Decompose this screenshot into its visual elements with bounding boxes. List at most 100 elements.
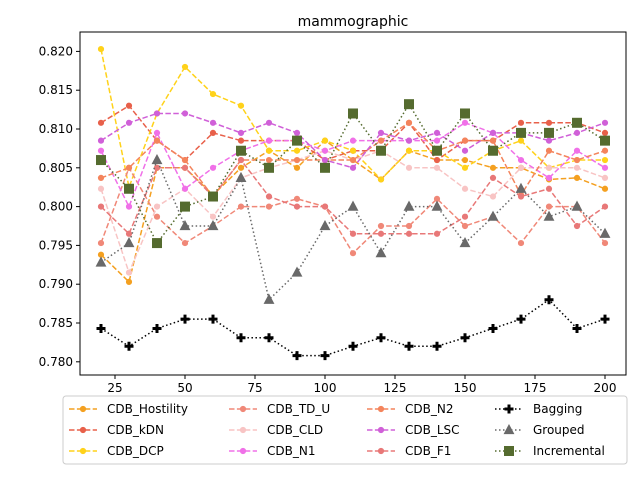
data-point-cdb-dcp xyxy=(237,102,245,109)
data-point-bagging xyxy=(348,341,358,351)
data-point-cdb-kdn xyxy=(97,119,105,126)
data-point-cdb-n1 xyxy=(209,164,217,171)
data-point-cdb-n2 xyxy=(461,137,469,144)
data-point-cdb-lsc xyxy=(265,119,273,126)
legend-label: CDB_TD_U xyxy=(267,402,330,416)
x-tick-label: 100 xyxy=(314,381,337,395)
data-point-bagging xyxy=(264,333,274,343)
data-point-cdb-n2 xyxy=(545,147,553,154)
data-point-cdb-f1 xyxy=(293,203,301,210)
data-point-bagging xyxy=(600,314,610,324)
data-point-cdb-lsc xyxy=(321,156,329,164)
legend-item-cdb-lsc: CDB_LSC xyxy=(367,423,460,437)
legend-label: CDB_LSC xyxy=(405,423,460,437)
legend-item-cdb-kdn: CDB_kDN xyxy=(69,423,164,437)
data-point-grouped xyxy=(319,219,331,231)
y-tick-label: 0.785 xyxy=(39,316,73,330)
data-point-cdb-kdn xyxy=(601,129,609,136)
data-point-bagging xyxy=(180,314,190,324)
data-point-cdb-td-u xyxy=(349,250,357,257)
data-point-incremental xyxy=(600,135,610,146)
x-tick-label: 125 xyxy=(384,381,407,395)
data-point-incremental xyxy=(320,162,330,173)
data-point-cdb-td-u xyxy=(237,203,245,210)
data-point-cdb-hostility xyxy=(489,164,497,171)
legend-marker xyxy=(504,446,514,456)
legend-marker xyxy=(377,426,385,434)
data-point-cdb-td-u xyxy=(97,239,105,247)
data-point-cdb-cld xyxy=(153,203,161,210)
data-point-cdb-dcp xyxy=(601,156,609,164)
legend-label: Grouped xyxy=(533,423,585,437)
data-point-cdb-n1 xyxy=(601,164,609,171)
data-point-cdb-lsc xyxy=(125,119,133,126)
data-point-grouped xyxy=(515,182,527,193)
data-point-cdb-f1 xyxy=(181,164,189,171)
data-point-cdb-hostility xyxy=(573,174,581,181)
data-point-cdb-f1 xyxy=(573,222,581,230)
data-point-cdb-n1 xyxy=(545,174,553,181)
data-point-cdb-f1 xyxy=(377,230,385,237)
data-point-grouped xyxy=(487,210,499,221)
data-point-cdb-cld xyxy=(517,164,525,171)
data-point-bagging xyxy=(404,341,414,351)
chart-title: mammographic xyxy=(298,14,409,30)
data-point-incremental xyxy=(180,201,190,212)
data-point-cdb-n1 xyxy=(153,129,161,136)
data-point-cdb-cld xyxy=(601,174,609,181)
data-point-grouped xyxy=(151,153,163,165)
series-incremental xyxy=(96,99,610,249)
legend-item-grouped: Grouped xyxy=(495,423,585,437)
data-point-cdb-n2 xyxy=(377,137,385,144)
data-point-cdb-dcp xyxy=(405,147,413,154)
data-point-cdb-n1 xyxy=(573,147,581,154)
data-point-grouped xyxy=(375,247,387,258)
data-point-cdb-f1 xyxy=(405,230,413,237)
data-point-incremental xyxy=(348,108,358,119)
data-point-bagging xyxy=(544,295,554,305)
legend-marker xyxy=(79,405,87,413)
data-point-cdb-n2 xyxy=(153,137,161,144)
data-point-incremental xyxy=(488,145,498,156)
data-point-cdb-dcp xyxy=(181,63,189,71)
data-point-cdb-cld xyxy=(461,185,469,192)
data-point-cdb-lsc xyxy=(377,129,385,136)
data-point-cdb-lsc xyxy=(405,137,413,144)
data-point-cdb-lsc xyxy=(209,119,217,126)
data-point-cdb-n1 xyxy=(517,156,525,164)
data-point-cdb-td-u xyxy=(517,239,525,247)
legend-marker xyxy=(503,423,515,435)
data-point-cdb-n2 xyxy=(181,156,189,164)
data-point-cdb-n2 xyxy=(405,119,413,126)
data-point-cdb-f1 xyxy=(433,230,441,237)
series-layer xyxy=(95,45,611,361)
data-point-cdb-n2 xyxy=(125,164,133,171)
data-point-incremental xyxy=(432,145,442,156)
data-point-incremental xyxy=(544,127,554,138)
y-axis: 0.780 0.785 0.790 0.795 0.800 0.805 0.810 0.815… xyxy=(39,44,80,369)
legend-label: Incremental xyxy=(533,444,605,458)
data-point-cdb-cld xyxy=(489,193,497,200)
legend-item-cdb-f1: CDB_F1 xyxy=(367,444,451,458)
legend-item-incremental: Incremental xyxy=(495,444,605,458)
data-point-cdb-td-u xyxy=(181,239,189,247)
data-point-cdb-lsc xyxy=(489,129,497,136)
data-point-bagging xyxy=(460,333,470,343)
data-point-cdb-cld xyxy=(433,164,441,171)
data-point-grouped xyxy=(95,256,107,267)
x-tick-label: 175 xyxy=(524,381,547,395)
data-point-bagging xyxy=(432,341,442,351)
data-point-cdb-dcp xyxy=(293,147,301,154)
data-point-cdb-td-u xyxy=(377,222,385,230)
data-point-cdb-lsc xyxy=(153,110,161,117)
data-point-cdb-f1 xyxy=(349,230,357,237)
data-point-cdb-dcp xyxy=(97,45,105,53)
data-point-incremental xyxy=(404,99,414,110)
legend-item-cdb-cld: CDB_CLD xyxy=(229,423,323,437)
data-point-cdb-n2 xyxy=(265,156,273,164)
data-point-cdb-lsc xyxy=(97,137,105,144)
y-tick-label: 0.810 xyxy=(39,122,73,136)
data-point-incremental xyxy=(376,145,386,156)
series-cdb-n1 xyxy=(97,119,609,210)
